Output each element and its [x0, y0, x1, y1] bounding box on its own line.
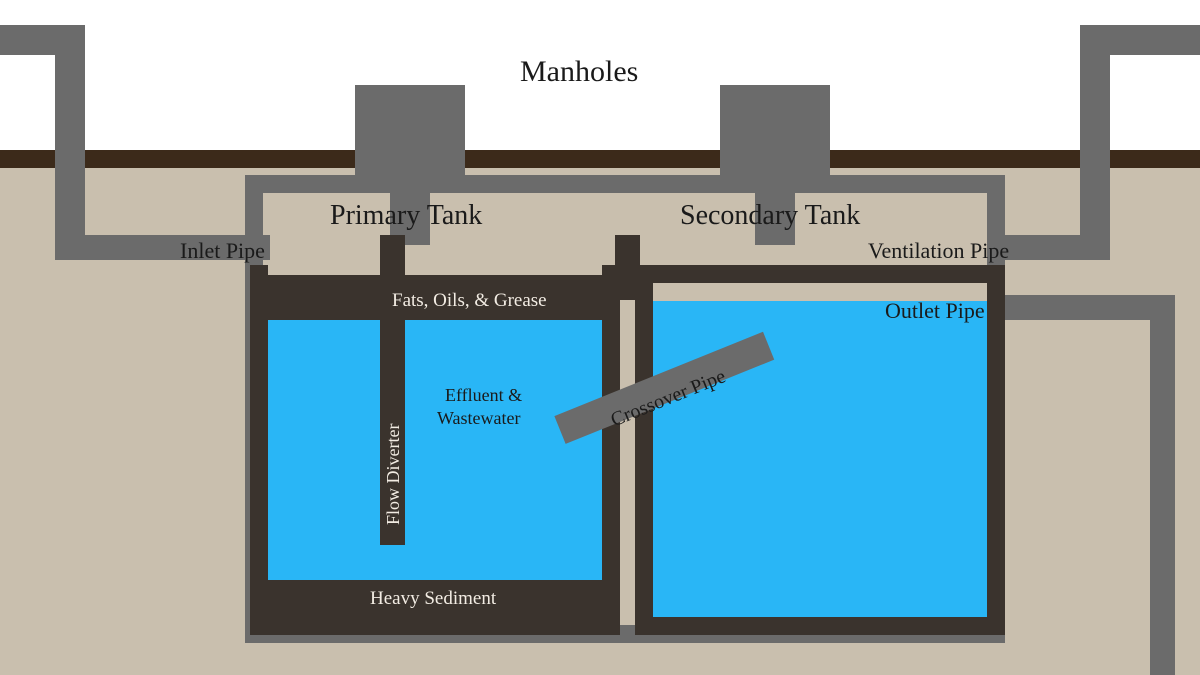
secondary-tank-water	[653, 301, 987, 617]
ground-line	[0, 150, 1200, 168]
outlet-pipe-horizontal	[990, 295, 1175, 320]
manhole-right	[720, 85, 830, 185]
label-outlet-pipe: Outlet Pipe	[885, 298, 985, 324]
label-ventilation-pipe: Ventilation Pipe	[868, 238, 1009, 264]
label-manholes: Manholes	[520, 55, 638, 89]
label-sediment: Heavy Sediment	[370, 588, 496, 610]
label-inlet-pipe: Inlet Pipe	[180, 238, 265, 264]
label-effluent-1: Effluent &	[445, 385, 522, 406]
label-fog: Fats, Oils, & Grease	[392, 290, 547, 312]
label-primary-tank: Primary Tank	[330, 200, 482, 232]
primary-tank-water	[268, 320, 602, 580]
primary-tank-top-slot	[268, 265, 602, 275]
label-flow-diverter: Flow Diverter	[383, 355, 403, 525]
label-effluent-2: Wastewater	[437, 408, 521, 429]
label-secondary-tank: Secondary Tank	[680, 200, 860, 232]
outlet-pipe-vertical	[1150, 295, 1175, 675]
inlet-pipe-vertical	[55, 25, 85, 260]
vent-pipe-vertical	[1080, 25, 1110, 240]
manhole-left	[355, 85, 465, 185]
baffle	[615, 235, 640, 300]
